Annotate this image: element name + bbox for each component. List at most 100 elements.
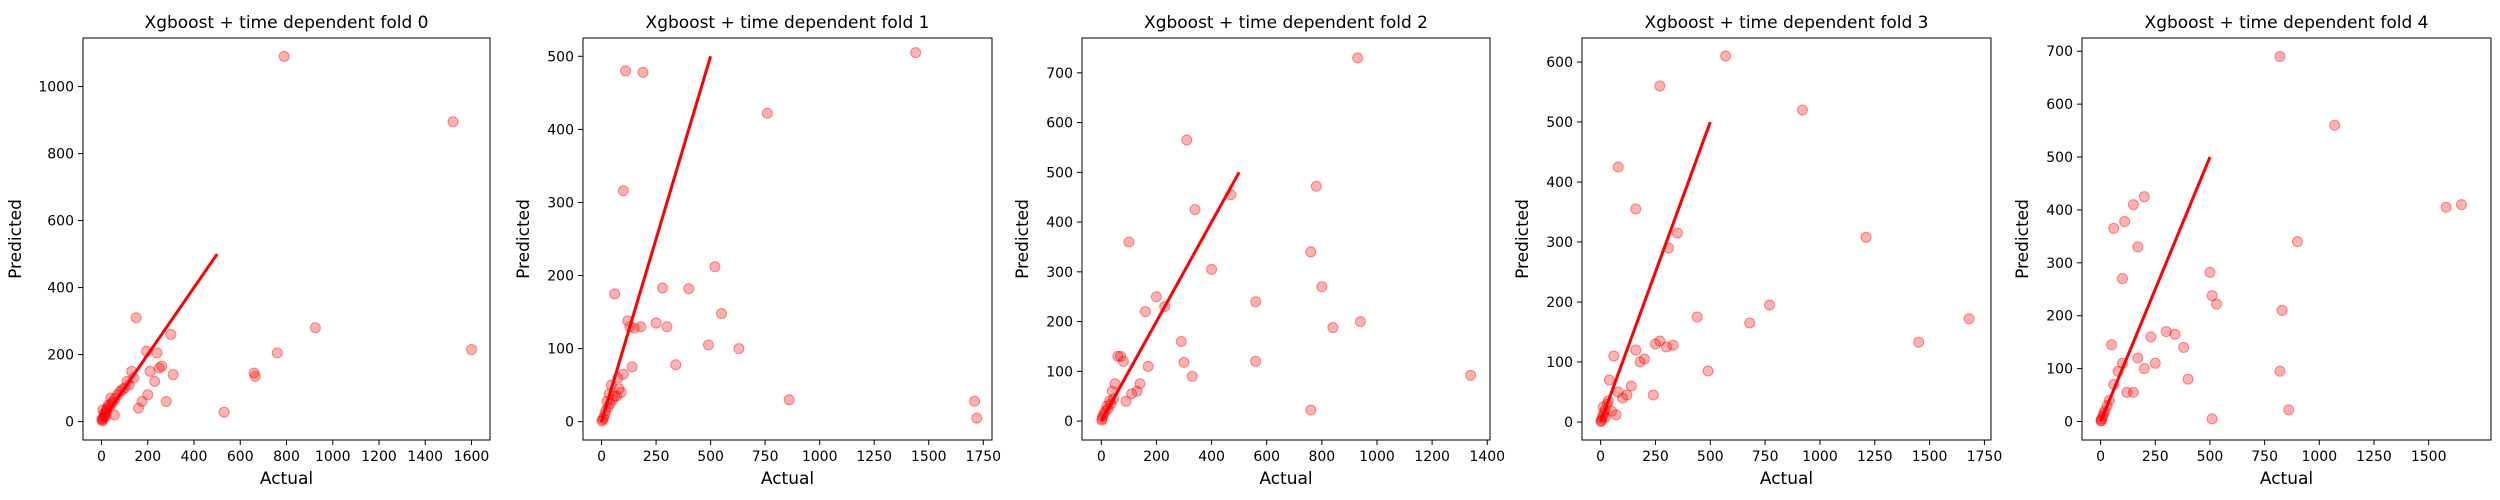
data-point (1860, 231, 1872, 243)
data-point (1630, 203, 1642, 215)
data-point (2169, 328, 2181, 340)
data-point (620, 65, 632, 77)
data-point (613, 383, 625, 395)
y-tick-label: 300 (547, 195, 574, 211)
data-point (1352, 52, 1364, 64)
data-point (1649, 338, 1661, 350)
data-point (1250, 355, 1262, 367)
x-tick-label: 1000 (802, 449, 838, 465)
data-point (1667, 339, 1679, 351)
y-tick-label: 600 (47, 214, 74, 230)
data-point (2145, 331, 2157, 343)
data-point (1617, 392, 1629, 404)
chart-title: Xgboost + time dependent fold 0 (145, 13, 429, 33)
data-point (249, 370, 261, 382)
y-tick-label: 500 (1046, 165, 1073, 181)
x-tick-label: 1750 (965, 449, 1001, 465)
x-axis-label: Actual (2260, 469, 2313, 489)
data-point (1671, 227, 1683, 239)
data-point (2116, 273, 2128, 285)
y-tick-label: 200 (47, 348, 74, 364)
y-tick-label: 1000 (38, 80, 74, 96)
data-point (971, 412, 983, 424)
x-tick-label: 250 (2142, 449, 2169, 465)
x-tick-label: 1000 (2301, 449, 2337, 465)
y-tick-label: 100 (2046, 362, 2073, 378)
data-point (2455, 199, 2467, 211)
data-point (1702, 365, 1714, 377)
plot-frame (2081, 37, 2492, 441)
y-tick-label: 300 (1046, 265, 1073, 281)
reference-line (2099, 156, 2212, 423)
data-point (626, 361, 638, 373)
x-tick-label: 0 (2096, 449, 2105, 465)
x-tick-label: 1250 (1857, 449, 1893, 465)
x-tick-label: 1250 (856, 449, 892, 465)
data-point (142, 389, 154, 401)
reference-line (1599, 121, 1712, 423)
data-point (2440, 201, 2452, 213)
data-point (151, 347, 163, 359)
chart-title: Xgboost + time dependent fold 3 (1645, 13, 1929, 33)
data-point (149, 375, 161, 387)
y-tick-label: 100 (547, 342, 574, 358)
data-point (617, 185, 629, 197)
data-point (2119, 216, 2131, 228)
x-tick-label: 0 (97, 449, 106, 465)
data-point (153, 362, 165, 374)
reference-line (600, 55, 713, 423)
plot-area (596, 47, 983, 427)
data-point (105, 392, 117, 404)
data-point (650, 317, 662, 329)
data-point (709, 261, 721, 273)
data-point (309, 322, 321, 334)
x-axis-label: Actual (1259, 469, 1312, 489)
data-point (1764, 299, 1776, 311)
data-point (2127, 386, 2139, 398)
y-tick-label: 600 (1046, 116, 1073, 132)
x-tick-label: 750 (752, 449, 779, 465)
data-point (447, 116, 459, 128)
y-axis-label: Predicted (6, 199, 26, 279)
plot-area (2095, 51, 2467, 427)
y-tick-label: 400 (1046, 215, 1073, 231)
data-point (1691, 311, 1703, 323)
chart-title: Xgboost + time dependent fold 2 (1144, 13, 1428, 33)
data-point (1654, 335, 1666, 347)
x-tick-label: 500 (697, 449, 724, 465)
data-point (1142, 360, 1154, 372)
data-point (1123, 236, 1135, 248)
y-tick-label: 400 (547, 122, 574, 138)
data-point (615, 386, 627, 398)
data-point (167, 369, 179, 381)
plot-area (1595, 50, 1975, 427)
x-tick-label: 1600 (454, 449, 490, 465)
y-tick-label: 200 (547, 269, 574, 285)
x-axis-label: Actual (260, 469, 313, 489)
data-point (2160, 326, 2172, 338)
data-point (2106, 339, 2118, 351)
y-tick-label: 300 (2046, 256, 2073, 272)
data-point (2274, 365, 2286, 377)
data-point (1465, 369, 1477, 381)
x-tick-label: 600 (227, 449, 254, 465)
data-point (761, 107, 773, 119)
data-point (1606, 405, 1618, 417)
data-point (683, 283, 695, 295)
reference-line (1099, 171, 1241, 422)
data-point (136, 395, 148, 407)
data-point (1744, 317, 1756, 329)
data-point (657, 282, 669, 294)
x-tick-label: 500 (1697, 449, 1724, 465)
reference-line (100, 253, 219, 423)
data-point (2138, 191, 2150, 203)
data-point (2138, 363, 2150, 375)
plot-frame (1581, 37, 1992, 441)
y-tick-label: 800 (47, 147, 74, 163)
y-tick-label: 0 (1064, 414, 1073, 430)
y-tick-label: 0 (2064, 414, 2073, 430)
y-tick-label: 500 (2046, 150, 2073, 166)
x-tick-label: 0 (1097, 449, 1106, 465)
data-point (1189, 204, 1201, 216)
data-point (1660, 341, 1672, 353)
